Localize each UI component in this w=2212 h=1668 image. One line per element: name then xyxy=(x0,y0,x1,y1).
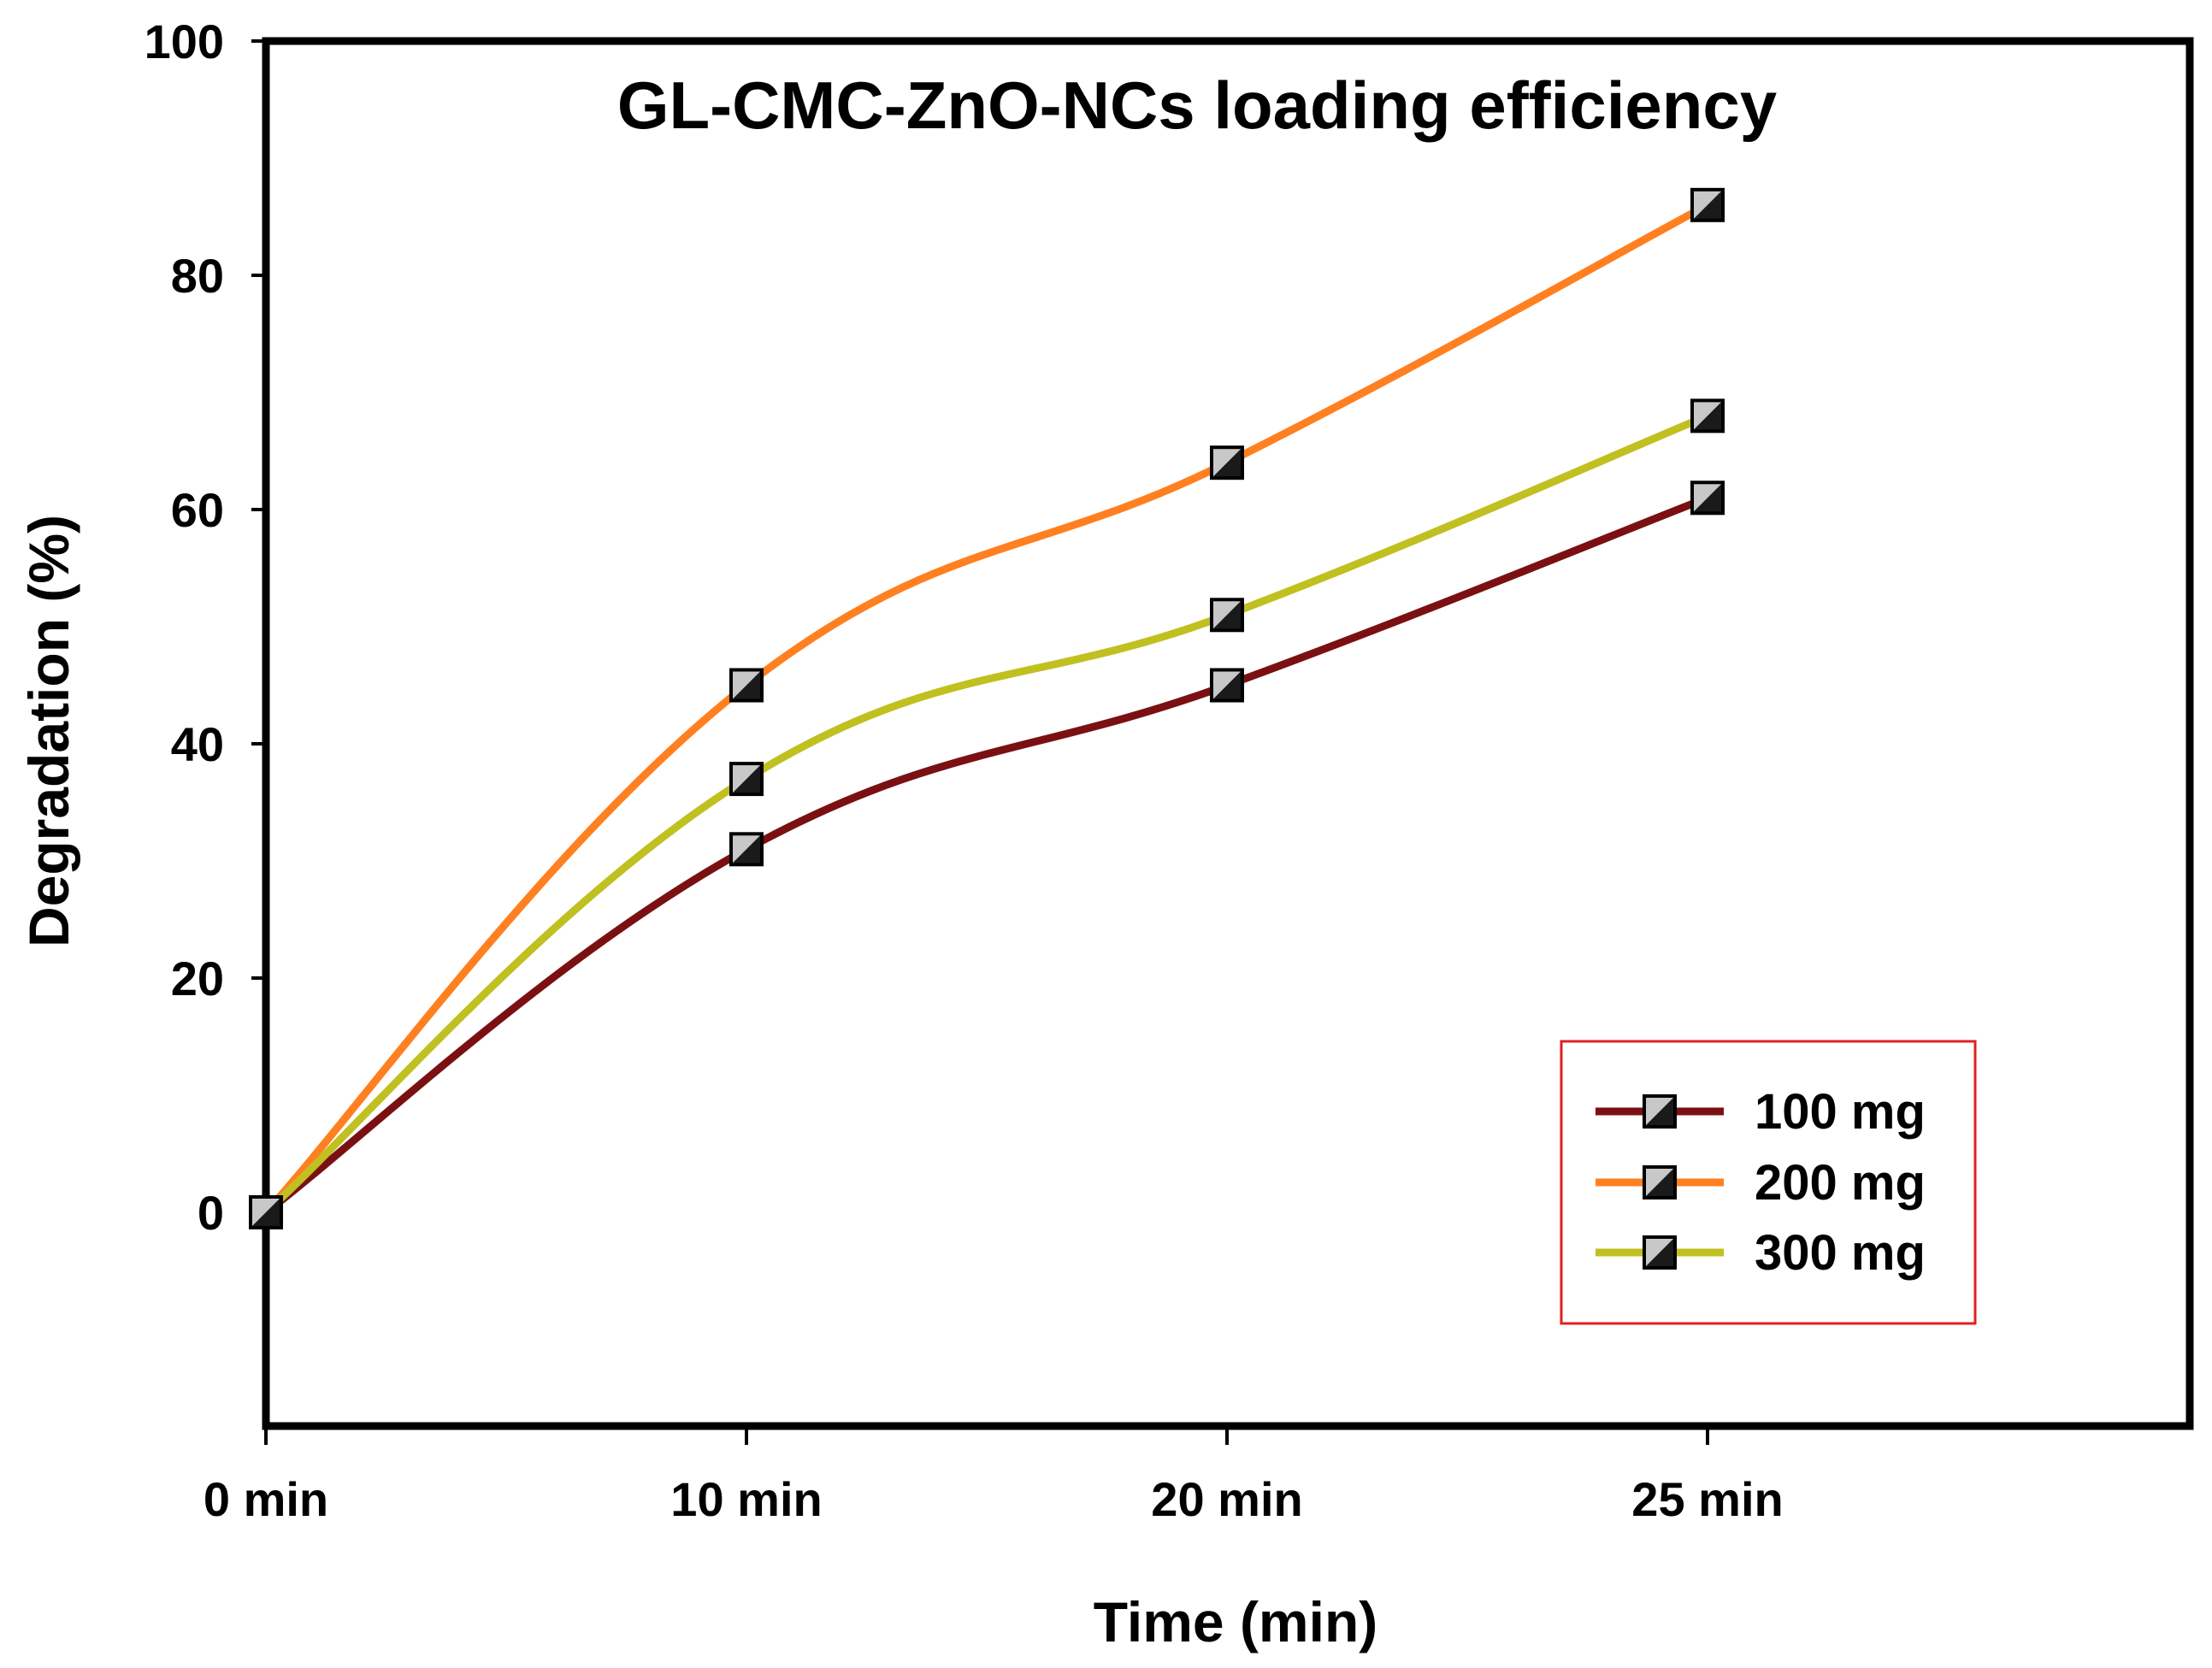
marker-layer xyxy=(249,187,1725,1229)
data-point-marker xyxy=(1210,668,1244,703)
data-point-marker xyxy=(249,1195,283,1229)
data-point-marker xyxy=(1690,398,1725,433)
x-tick-label: 20 min xyxy=(1151,1472,1302,1526)
series-line-200-mg xyxy=(262,201,1712,1217)
legend-marker xyxy=(1643,1165,1677,1199)
series-layer xyxy=(262,201,1712,1217)
y-tick-label: 40 xyxy=(171,717,224,771)
legend: 100 mg 200 mg 300 mg xyxy=(1560,1040,1977,1325)
x-tick-label: 0 min xyxy=(204,1472,328,1526)
y-tick-label: 60 xyxy=(171,483,224,537)
y-tick-label: 80 xyxy=(171,249,224,303)
data-point-marker xyxy=(1690,480,1725,516)
legend-label: 300 mg xyxy=(1755,1225,1926,1281)
data-point-marker xyxy=(1690,187,1725,222)
y-axis: 0 20 40 60 80 100 xyxy=(145,15,266,1240)
legend-marker xyxy=(1643,1094,1677,1129)
data-point-marker xyxy=(729,668,764,703)
data-point-marker xyxy=(1210,598,1244,633)
series-line-100-mg xyxy=(262,493,1712,1217)
legend-marker xyxy=(1643,1235,1677,1270)
data-point-marker xyxy=(1210,445,1244,480)
legend-label: 100 mg xyxy=(1755,1084,1926,1140)
data-point-marker xyxy=(729,832,764,867)
data-point-marker xyxy=(729,762,764,797)
series-line-300-mg xyxy=(262,411,1712,1217)
y-tick-label: 0 xyxy=(198,1186,224,1240)
chart-title: GL-CMC-ZnO-NCs loading efficiency xyxy=(617,68,1777,143)
legend-label: 200 mg xyxy=(1755,1155,1926,1211)
y-tick-label: 20 xyxy=(171,952,224,1005)
y-tick-label: 100 xyxy=(145,15,224,68)
y-axis-title: Degradation (%) xyxy=(17,515,80,947)
x-axis-title: Time (min) xyxy=(1094,1590,1377,1653)
x-axis: 0 min 10 min 20 min 25 min xyxy=(204,1426,1784,1526)
x-tick-label: 10 min xyxy=(670,1472,822,1526)
x-tick-label: 25 min xyxy=(1631,1472,1783,1526)
